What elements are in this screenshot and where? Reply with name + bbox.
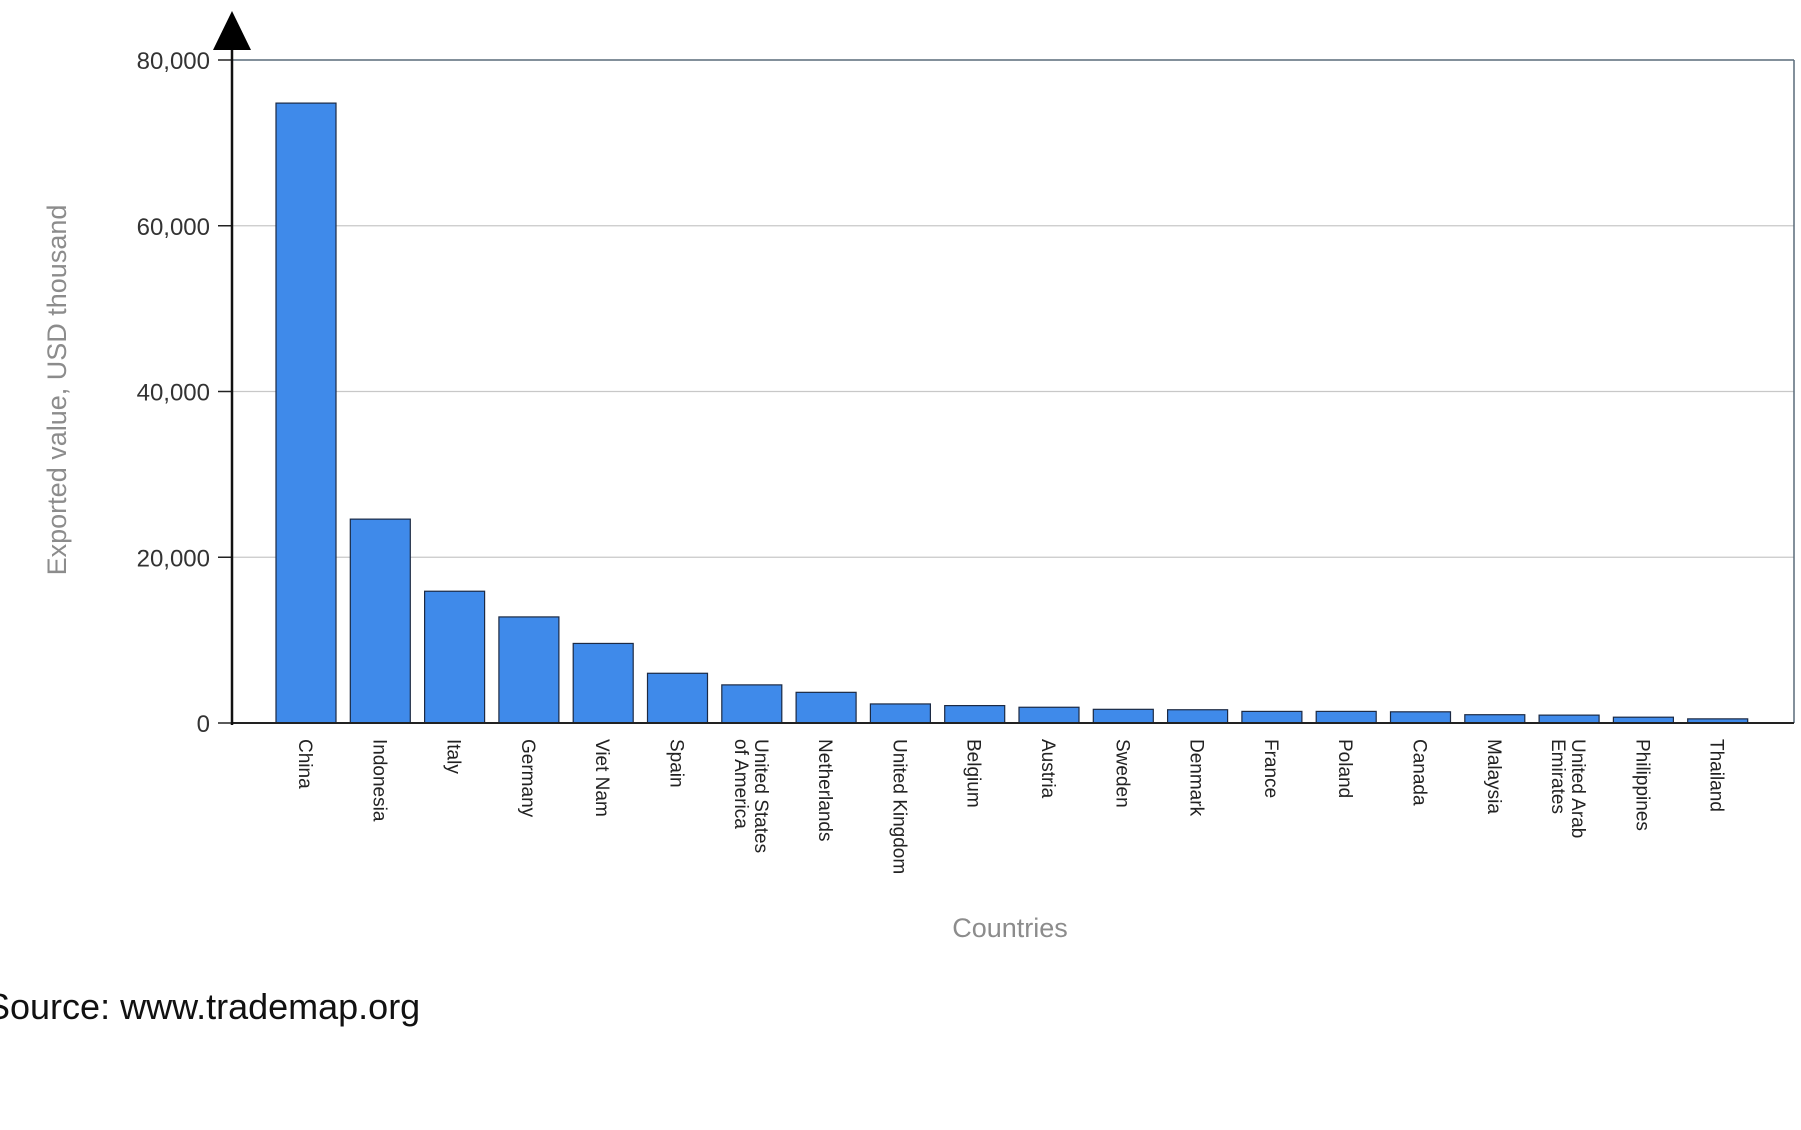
x-category-label-line: Spain <box>666 739 687 788</box>
bar-germany <box>498 616 560 724</box>
x-category-label-line: United Arab <box>1567 739 1588 838</box>
x-category-label-line: Germany <box>517 739 538 818</box>
x-category-label-line: France <box>1260 739 1281 798</box>
x-category-label: Austria <box>1037 739 1058 799</box>
bar-china <box>275 102 337 724</box>
y-tick-label: 20,000 <box>137 545 210 572</box>
x-category-label: Thailand <box>1706 739 1727 812</box>
x-category-label: Belgium <box>963 739 984 808</box>
y-tick-label: 80,000 <box>137 48 210 75</box>
bar-france <box>1241 710 1303 724</box>
gridlines <box>232 225 1794 558</box>
x-category-label: Denmark <box>1186 739 1207 817</box>
y-tick-label: 0 <box>197 711 210 738</box>
bar-viet-nam <box>572 642 634 724</box>
x-category-label-line: Netherlands <box>814 739 835 841</box>
bar-denmark <box>1166 709 1229 724</box>
x-category-label: Spain <box>666 739 687 788</box>
x-category-label-line: United Kingdom <box>888 739 909 874</box>
bar-united-kingdom <box>869 703 932 724</box>
x-category-label-line: China <box>294 739 315 789</box>
x-category-label: Viet Nam <box>591 739 612 817</box>
y-tick-labels: 0 20,000 40,000 60,000 80,000 <box>137 48 210 738</box>
bar-united-states-of-america <box>721 684 783 724</box>
bar-sweden <box>1092 708 1154 724</box>
bar-malaysia <box>1464 714 1526 724</box>
y-tick-label: 40,000 <box>137 380 210 407</box>
bar-indonesia <box>349 518 411 724</box>
x-category-label-line: Emirates <box>1547 739 1568 814</box>
x-category-label-line: Belgium <box>963 739 984 808</box>
x-category-label: Philippines <box>1631 739 1652 831</box>
x-category-label-line: Philippines <box>1631 739 1652 831</box>
x-category-label: Italy <box>443 739 464 774</box>
x-category-label-line: Denmark <box>1186 739 1207 817</box>
x-category-label: China <box>294 739 315 789</box>
x-category-label-line: Thailand <box>1706 739 1727 812</box>
x-category-label-line: Malaysia <box>1483 739 1504 814</box>
y-tick-label: 60,000 <box>137 214 210 241</box>
bar-poland <box>1315 710 1377 724</box>
x-category-label-line: of America <box>730 739 751 829</box>
x-category-label-line: Canada <box>1409 739 1430 806</box>
bar-united-arab-emirates <box>1538 714 1600 724</box>
bar-netherlands <box>795 691 857 724</box>
x-category-label: Indonesia <box>368 739 389 822</box>
x-category-label-line: Austria <box>1037 739 1058 799</box>
x-category-label-line: United States <box>750 739 771 853</box>
axes <box>213 11 1795 725</box>
x-category-label: Malaysia <box>1483 739 1504 814</box>
bars <box>275 102 1749 724</box>
y-axis-arrow-icon <box>213 11 251 50</box>
bar-spain <box>646 672 709 724</box>
y-axis-title: Exported value, USD thousand <box>42 205 72 576</box>
x-category-label: Sweden <box>1111 739 1132 808</box>
x-category-label: France <box>1260 739 1281 798</box>
x-axis-title: Countries <box>952 913 1068 943</box>
x-category-label-line: Poland <box>1334 739 1355 798</box>
bar-belgium <box>944 704 1006 724</box>
bar-austria <box>1018 706 1080 724</box>
x-category-label: Germany <box>517 739 538 818</box>
x-category-label: United Kingdom <box>888 739 909 874</box>
x-category-label-line: Indonesia <box>368 739 389 822</box>
bar-canada <box>1389 711 1452 724</box>
source-note: Source: www.trademap.org <box>0 986 421 1027</box>
x-category-label-line: Italy <box>443 739 464 774</box>
x-category-label: Netherlands <box>814 739 835 841</box>
x-category-label-line: Viet Nam <box>591 739 612 817</box>
x-category-label: Poland <box>1334 739 1355 798</box>
x-category-label: Canada <box>1409 739 1430 806</box>
x-category-labels: China Indonesia Italy Germany Viet Nam Spain U… <box>294 739 1727 874</box>
bar-italy <box>424 590 486 724</box>
x-category-label-line: Sweden <box>1111 739 1132 808</box>
